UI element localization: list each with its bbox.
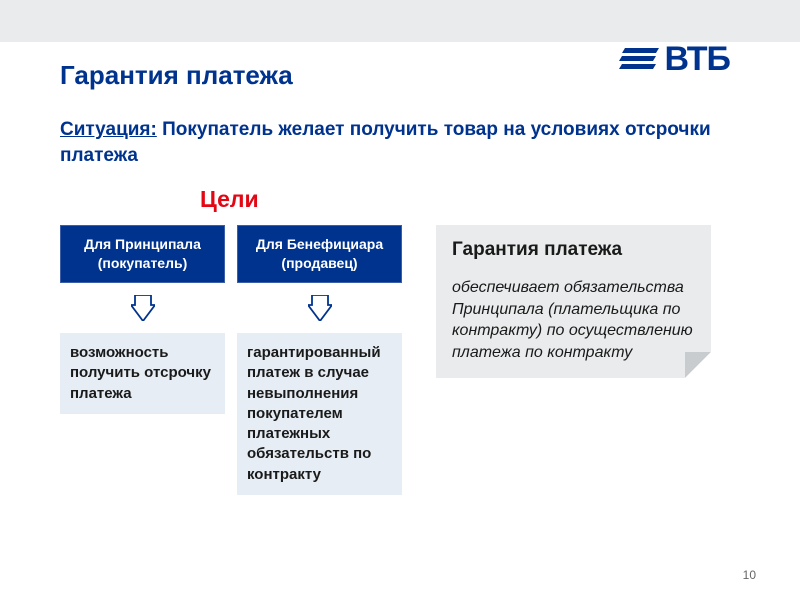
slide-content: Гарантия платежа Ситуация: Покупатель же… — [0, 42, 800, 495]
principal-header: Для Принципала (покупатель) — [60, 225, 225, 283]
definition-panel: Гарантия платежа обеспечивает обязательс… — [436, 225, 711, 377]
principal-body: возможность получить отсрочку платежа — [60, 333, 225, 414]
beneficiary-header-role: Для Бенефициара — [256, 236, 383, 252]
arrow-down-icon — [60, 283, 225, 333]
logo: ВТБ — [619, 40, 730, 79]
page-number: 10 — [743, 568, 756, 582]
definition-title: Гарантия платежа — [452, 239, 695, 261]
principal-header-role: Для Принципала — [84, 236, 201, 252]
logo-text: ВТБ — [665, 40, 730, 79]
situation-line: Ситуация: Покупатель желает получить тов… — [60, 117, 740, 168]
beneficiary-header: Для Бенефициара (продавец) — [237, 225, 402, 283]
principal-column: Для Принципала (покупатель) возможность … — [60, 225, 225, 414]
top-bar — [0, 0, 800, 42]
situation-text: Покупатель желает получить товар на усло… — [60, 119, 711, 166]
columns-row: Для Принципала (покупатель) возможность … — [60, 225, 740, 495]
principal-header-party: (покупатель) — [98, 255, 188, 271]
wing-icon — [619, 45, 659, 75]
definition-body: обеспечивает обязательства Принципала (п… — [452, 277, 695, 363]
beneficiary-body: гарантированный платеж в случае невыполн… — [237, 333, 402, 495]
page-fold-icon — [685, 352, 711, 378]
goals-heading: Цели — [200, 186, 740, 213]
situation-label: Ситуация: — [60, 119, 157, 140]
beneficiary-header-party: (продавец) — [281, 255, 357, 271]
beneficiary-column: Для Бенефициара (продавец) гарантированн… — [237, 225, 402, 495]
arrow-down-icon — [237, 283, 402, 333]
